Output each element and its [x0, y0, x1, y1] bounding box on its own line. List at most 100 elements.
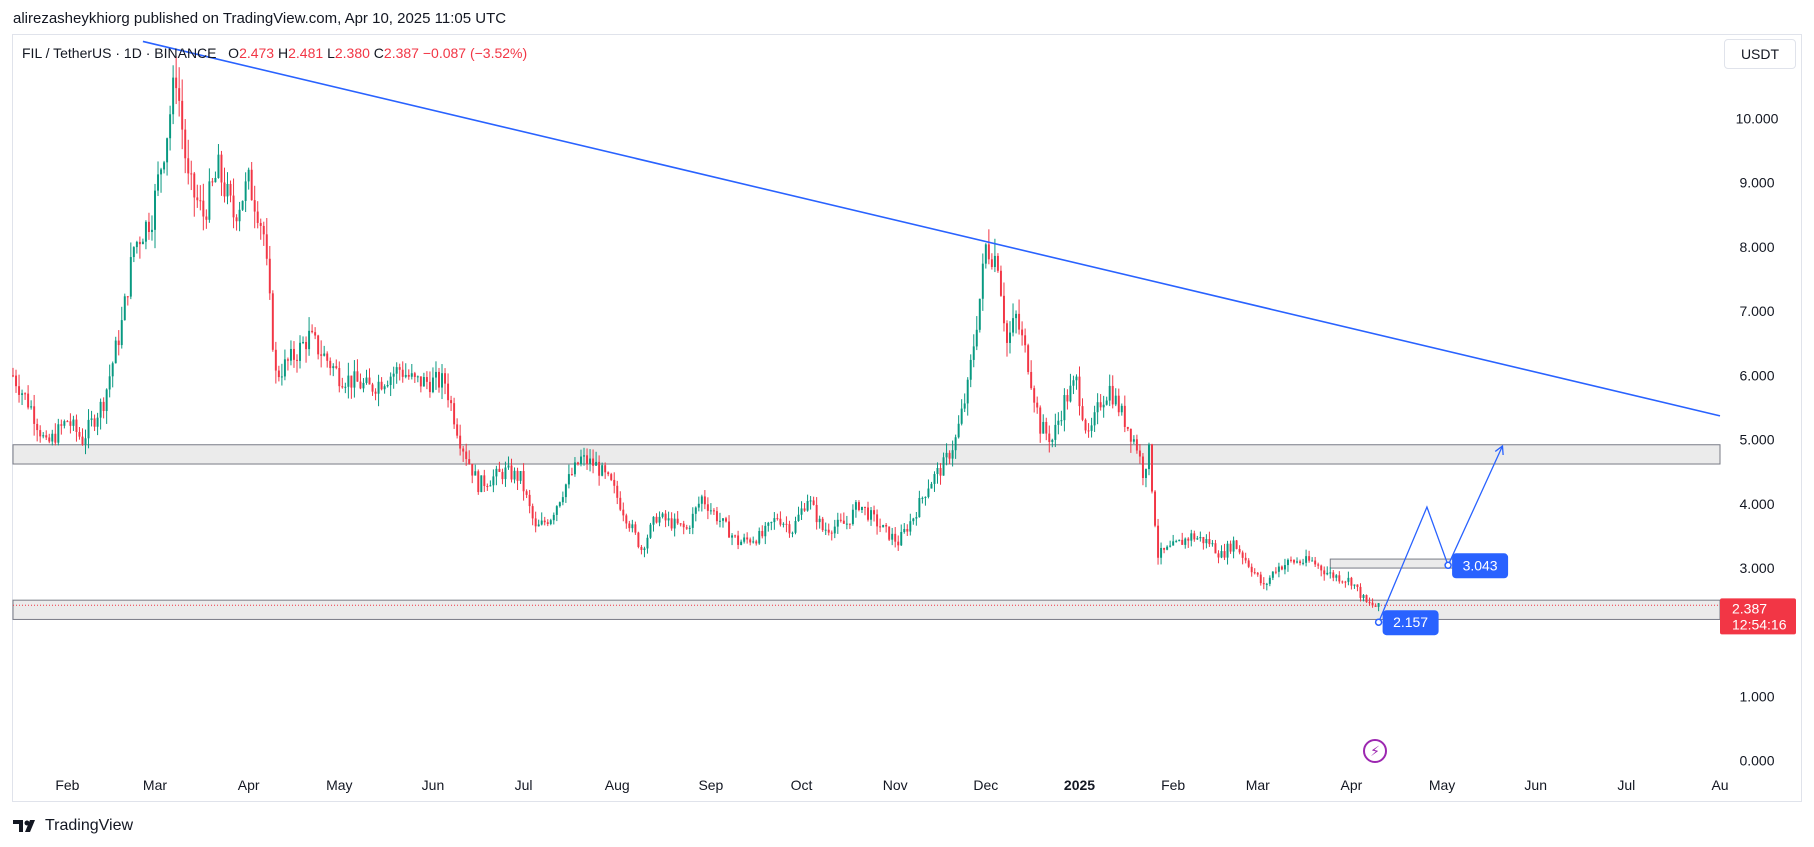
currency-button[interactable]: USDT — [1724, 39, 1796, 69]
candle-body — [655, 516, 658, 523]
candle-body — [323, 353, 326, 356]
candle-body — [75, 419, 78, 432]
candle-body — [631, 524, 634, 529]
candle-body — [604, 465, 607, 473]
candle-body — [1277, 566, 1280, 572]
candle-body — [1166, 546, 1169, 550]
candle-body — [247, 169, 250, 182]
candle-body — [761, 530, 764, 537]
x-tick-label: Jun — [1524, 777, 1547, 793]
candle-body — [764, 525, 767, 537]
candle-body — [1135, 439, 1138, 451]
candle-body — [595, 461, 598, 466]
candle-body — [450, 400, 453, 404]
candle-body — [1172, 541, 1175, 546]
candle-body — [809, 500, 812, 502]
candle-body — [1024, 335, 1027, 346]
candle-body — [580, 456, 582, 465]
candle-body — [1338, 575, 1341, 582]
candle-body — [271, 293, 274, 350]
candle-body — [1057, 420, 1060, 425]
candle-body — [1374, 605, 1377, 607]
support-zone-2 — [1329, 558, 1461, 569]
candle-body — [181, 100, 184, 130]
high-value: 2.481 — [288, 45, 324, 61]
y-tick-label: 6.000 — [1739, 367, 1774, 383]
candle-body — [1308, 556, 1311, 561]
candle-body — [353, 371, 356, 388]
candle-body — [214, 177, 217, 183]
candle-body — [474, 471, 477, 476]
candle-body — [232, 195, 235, 218]
candle-body — [277, 370, 280, 378]
candle-body — [870, 510, 873, 520]
candle-body — [583, 455, 585, 457]
candle-body — [625, 515, 628, 524]
candle-body — [1220, 551, 1223, 558]
candle-body — [1280, 566, 1283, 570]
candle-body — [888, 526, 891, 540]
candle-body — [561, 497, 564, 503]
candle-body — [806, 500, 809, 511]
candle-body — [1018, 313, 1021, 330]
candle-body — [839, 519, 842, 521]
candle-body — [305, 341, 308, 350]
candle-body — [444, 373, 447, 384]
candle-body — [972, 346, 975, 360]
candle-body — [1081, 406, 1084, 420]
candle-body — [380, 381, 383, 390]
candle-body — [1078, 376, 1081, 407]
candle-body — [845, 523, 848, 525]
candle-body — [1108, 385, 1111, 401]
candle-body — [513, 470, 516, 480]
candle-body — [311, 330, 314, 333]
candle-body — [879, 526, 882, 528]
candle-body — [1205, 539, 1208, 544]
candle-body — [933, 474, 936, 484]
candle-body — [725, 518, 727, 522]
candle-body — [99, 401, 102, 418]
candle-body — [84, 438, 87, 445]
candle-body — [818, 518, 821, 523]
candle-body — [250, 169, 253, 201]
candle-body — [555, 506, 558, 515]
lightning-bolt-icon[interactable]: ⚡ — [1363, 739, 1387, 763]
candle-body — [1160, 547, 1163, 558]
candle-body — [253, 200, 256, 212]
candle-body — [634, 524, 637, 533]
candle-body — [788, 524, 791, 534]
candle-body — [447, 383, 450, 401]
candle-body — [715, 511, 718, 522]
candle-body — [860, 506, 863, 511]
candle-body — [344, 386, 347, 388]
candle-body — [1347, 577, 1350, 582]
candle-body — [169, 114, 172, 139]
candle-body — [235, 217, 238, 222]
candle-body — [486, 485, 489, 487]
low-value: 2.380 — [334, 45, 370, 61]
candle-body — [126, 296, 129, 298]
candle-body — [894, 533, 897, 542]
candle-body — [552, 514, 555, 521]
candle-body — [897, 541, 900, 546]
candle-body — [1045, 421, 1048, 434]
candle-body — [1157, 525, 1160, 558]
candle-body — [1341, 581, 1344, 583]
candle-body — [1015, 313, 1018, 319]
candle-body — [1274, 571, 1277, 573]
candle-body — [1247, 560, 1250, 567]
candle-body — [957, 423, 960, 438]
footer-brand[interactable]: TradingView — [13, 817, 133, 835]
candle-body — [193, 173, 196, 198]
candle-body — [782, 523, 785, 525]
candle-body — [1006, 323, 1008, 343]
candle-body — [649, 524, 652, 538]
candle-body — [709, 510, 712, 512]
candle-body — [734, 535, 737, 537]
candle-body — [573, 462, 576, 475]
candle-body — [1042, 421, 1045, 434]
candle-body — [836, 519, 839, 527]
support-zone-0 — [12, 444, 1721, 465]
candle-body — [33, 406, 36, 424]
